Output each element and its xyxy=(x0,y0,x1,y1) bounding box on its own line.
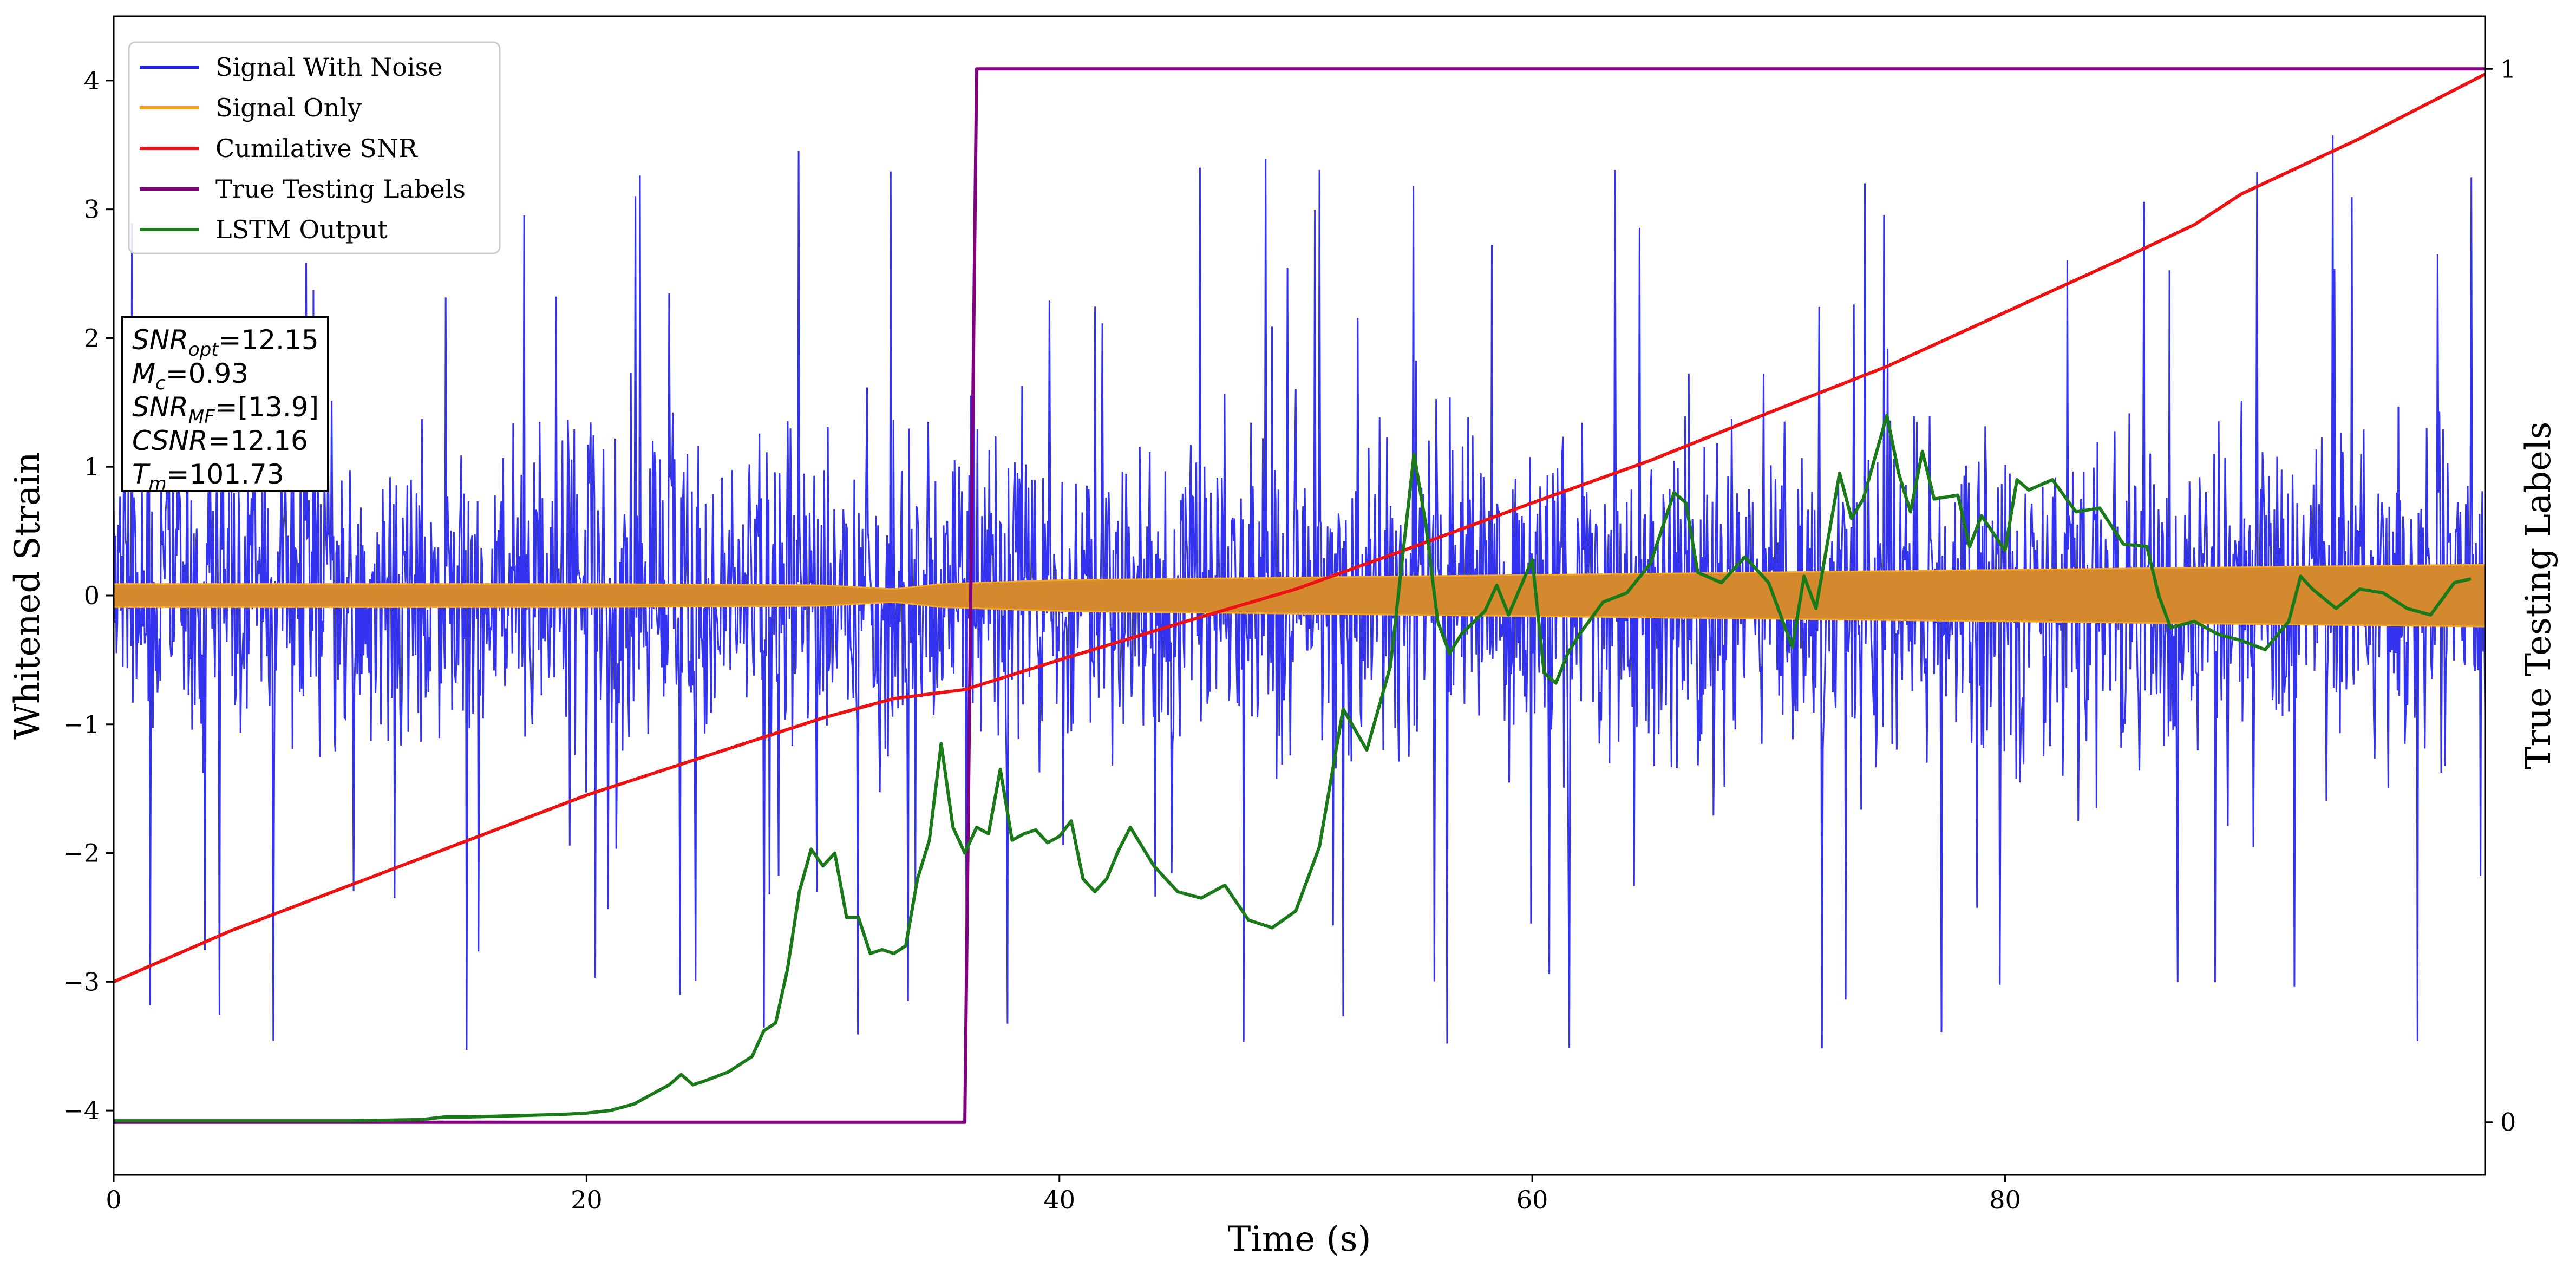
y-tick-label: 0 xyxy=(84,581,100,610)
x-tick-label: 80 xyxy=(1989,1185,2021,1214)
y2-tick-label: 0 xyxy=(2500,1108,2516,1137)
legend-label: LSTM Output xyxy=(215,215,388,244)
legend-entry: LSTM Output xyxy=(140,215,388,244)
x-tick-label: 0 xyxy=(106,1185,121,1214)
series-cumulative-snr xyxy=(114,73,2485,984)
legend-label: Cumilative SNR xyxy=(215,134,418,163)
y-tick-label: −1 xyxy=(63,710,100,739)
info-mc: Mc=0.93 xyxy=(132,358,249,394)
legend-entry: Signal With Noise xyxy=(140,53,442,82)
legend: Signal With Noise Signal Only Cumilative S… xyxy=(128,41,501,254)
legend-entry: Cumilative SNR xyxy=(140,134,418,163)
x-tick-label: 60 xyxy=(1516,1185,1548,1214)
info-annotation: SNRopt=12.15 Mc=0.93 SNRMF=[13.9] CSNR=1… xyxy=(121,316,329,495)
plot-area xyxy=(114,67,2485,1124)
info-tm: Tm=101.73 xyxy=(132,459,284,495)
info-box xyxy=(121,316,329,492)
y-tick-label: −2 xyxy=(63,839,100,868)
info-csnr: CSNR=12.16 xyxy=(132,425,308,456)
y-tick-label: 3 xyxy=(84,195,100,224)
y-tick-label: −3 xyxy=(63,967,100,996)
y-tick-label: −4 xyxy=(63,1096,100,1125)
info-snr-mf: SNRMF=[13.9] xyxy=(132,391,319,428)
legend-label: True Testing Labels xyxy=(215,174,466,204)
series-lstm-output xyxy=(114,414,2472,1123)
y2-tick-label: 1 xyxy=(2500,54,2516,83)
series-true-testing-labels xyxy=(114,67,2485,1124)
x-tick-label: 40 xyxy=(1043,1185,1075,1214)
y-tick-label: 1 xyxy=(84,452,100,481)
x-tick-label: 20 xyxy=(571,1185,603,1214)
y-tick-label: 4 xyxy=(84,66,100,95)
series-signal-only xyxy=(114,564,2485,628)
x-axis-title: Time (s) xyxy=(1228,1219,1371,1259)
y2-axis-title: True Testing Labels xyxy=(2519,422,2559,770)
legend-box xyxy=(128,41,501,254)
legend-entry: Signal Only xyxy=(140,93,362,122)
y-axis-title: Whitened Strain xyxy=(8,452,48,739)
y-tick-label: 2 xyxy=(84,323,100,352)
legend-label: Signal With Noise xyxy=(215,53,442,82)
legend-label: Signal Only xyxy=(215,93,362,122)
legend-entry: True Testing Labels xyxy=(140,174,466,204)
info-snr-opt: SNRopt=12.15 xyxy=(132,324,319,361)
